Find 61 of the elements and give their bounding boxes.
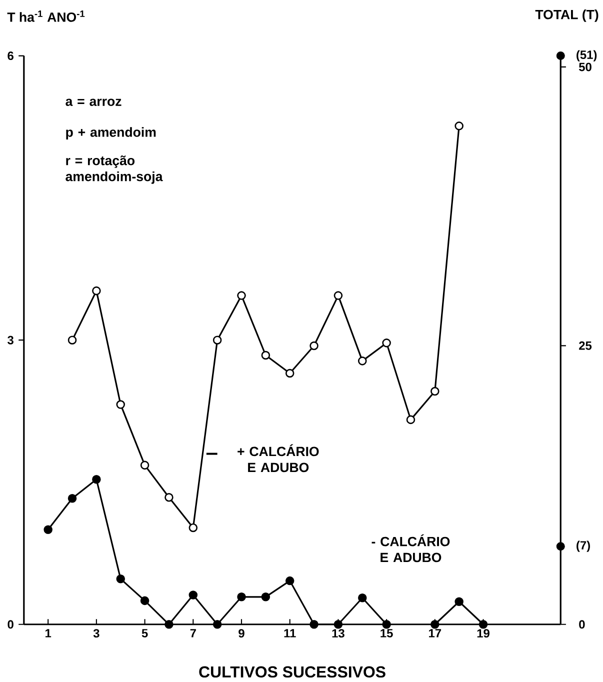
x-tick-label: 9 — [238, 629, 244, 638]
x-axis-title: CULTIVOS SUCESSIVOS — [199, 666, 386, 678]
annotation: a = arroz — [66, 98, 122, 106]
y-tick-label: 3 — [7, 336, 14, 344]
x-tick-label: 17 — [428, 629, 441, 638]
point — [430, 386, 440, 396]
point — [285, 576, 294, 586]
point — [68, 494, 77, 503]
point — [334, 620, 342, 629]
point — [382, 620, 391, 629]
data-label: (51) — [576, 50, 596, 62]
annotation: r = rotação amendoim-soja — [66, 156, 163, 184]
point — [454, 122, 464, 130]
y2-tick-label: 25 — [578, 341, 592, 350]
point — [382, 338, 391, 348]
point — [334, 291, 342, 300]
y2-axis-title: TOTAL (T) — [535, 9, 598, 22]
x-tick-label: 7 — [190, 629, 196, 638]
text: - CALCÁRIO E ADUBO — [372, 534, 450, 562]
point — [188, 523, 198, 532]
point — [285, 368, 294, 378]
point — [92, 475, 101, 484]
point — [140, 460, 150, 470]
point — [454, 597, 464, 606]
point — [212, 336, 222, 344]
point — [261, 592, 270, 602]
y2-tick-label: 0 — [578, 620, 585, 629]
y-tick-label: 0 — [8, 620, 14, 629]
annotation: p + amendoim — [66, 127, 156, 140]
point — [236, 592, 246, 602]
point — [310, 341, 318, 350]
point — [261, 350, 270, 360]
point — [164, 493, 174, 502]
y-axis-title: T ha$^{-1}$ ANO$^{-1}$ — [7, 10, 84, 22]
x-tick-label: 15 — [380, 629, 393, 638]
data-label: (7) — [576, 540, 590, 552]
point — [358, 356, 367, 366]
point — [430, 620, 440, 629]
point — [406, 415, 415, 424]
point — [212, 620, 222, 629]
point — [140, 596, 150, 606]
x-tick-label: 11 — [284, 629, 296, 638]
point — [310, 620, 318, 629]
point — [188, 590, 198, 600]
point — [116, 400, 125, 409]
point — [164, 620, 174, 629]
x-tick-label: 5 — [142, 629, 148, 638]
point — [478, 620, 488, 629]
x-tick-label: 19 — [477, 629, 490, 638]
point — [92, 286, 101, 296]
point — [116, 574, 125, 584]
y2-tick-label: 50 — [578, 62, 592, 72]
point — [68, 336, 77, 344]
point — [236, 291, 246, 300]
x-tick-label: 1 — [45, 629, 51, 638]
point — [358, 593, 367, 602]
y-tick-label: 6 — [8, 52, 14, 60]
x-tick-label: 13 — [332, 629, 344, 638]
point — [44, 525, 52, 534]
x-tick-label: 3 — [93, 629, 100, 638]
legend-label: + CALCÁRIO E ADUBO — [237, 444, 319, 472]
